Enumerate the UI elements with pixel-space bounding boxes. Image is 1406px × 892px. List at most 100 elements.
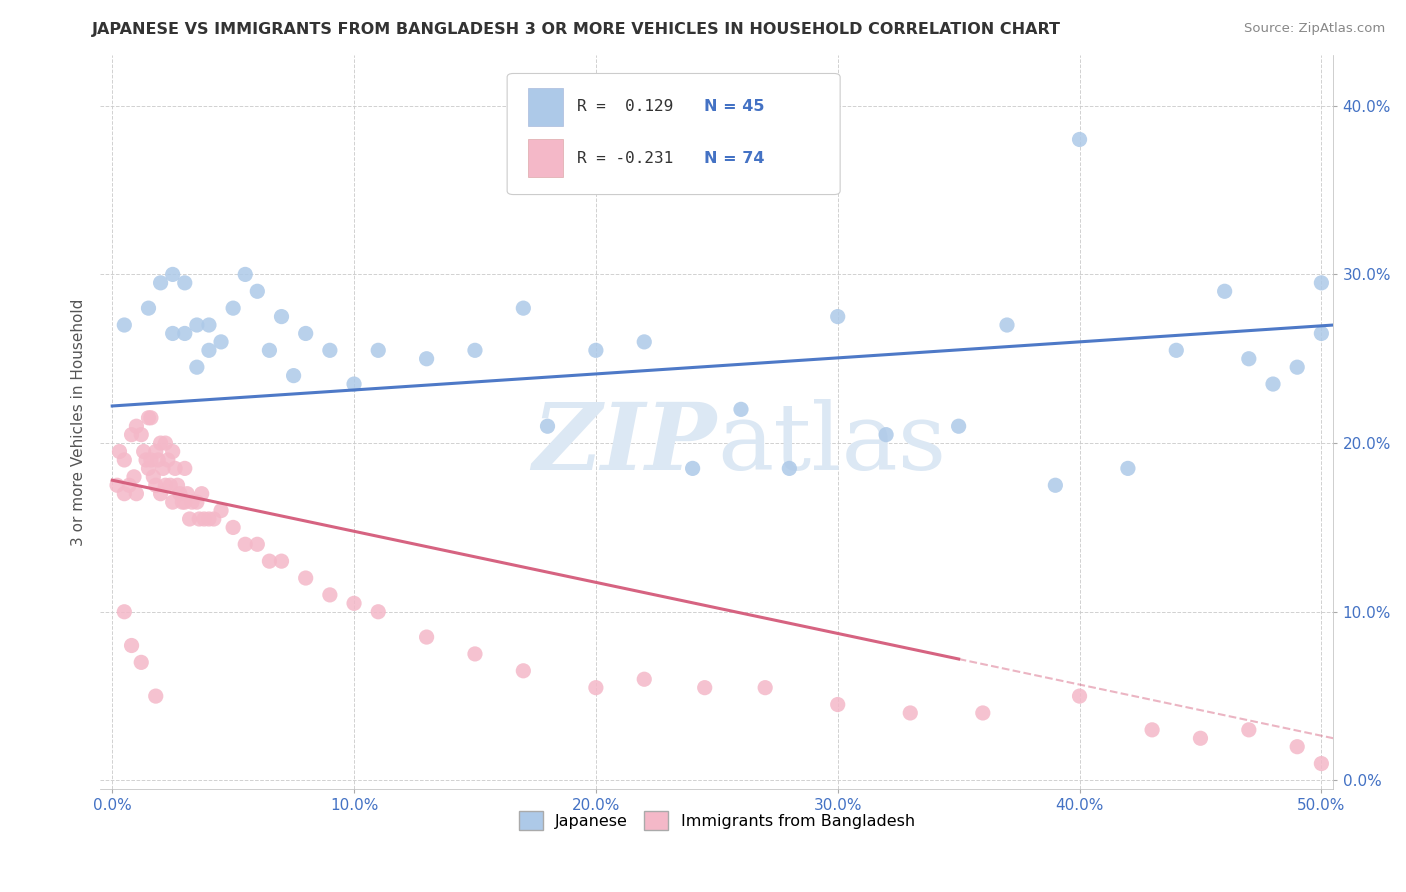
Point bbox=[186, 318, 208, 332]
Point bbox=[1310, 326, 1333, 341]
Point bbox=[149, 276, 172, 290]
Point bbox=[1045, 478, 1067, 492]
Point bbox=[198, 512, 221, 526]
Point bbox=[193, 512, 215, 526]
Point bbox=[778, 461, 800, 475]
Point bbox=[138, 461, 160, 475]
Point bbox=[179, 512, 201, 526]
FancyBboxPatch shape bbox=[529, 88, 562, 126]
Point bbox=[367, 343, 389, 358]
FancyBboxPatch shape bbox=[508, 73, 841, 194]
Point bbox=[198, 318, 221, 332]
Point bbox=[1286, 739, 1309, 754]
Point bbox=[246, 285, 269, 299]
Point bbox=[246, 537, 269, 551]
Point bbox=[1213, 285, 1236, 299]
Text: N = 74: N = 74 bbox=[704, 151, 765, 166]
Point bbox=[827, 310, 849, 324]
Point bbox=[898, 706, 921, 720]
Point bbox=[190, 486, 212, 500]
Legend: Japanese, Immigrants from Bangladesh: Japanese, Immigrants from Bangladesh bbox=[512, 805, 921, 836]
Point bbox=[173, 495, 195, 509]
Point bbox=[108, 444, 131, 458]
Point bbox=[121, 427, 143, 442]
Point bbox=[173, 276, 195, 290]
Point bbox=[259, 343, 281, 358]
Point bbox=[198, 343, 221, 358]
Point bbox=[186, 495, 208, 509]
Point bbox=[972, 706, 994, 720]
Point bbox=[159, 478, 181, 492]
Point bbox=[145, 444, 167, 458]
Text: Source: ZipAtlas.com: Source: ZipAtlas.com bbox=[1244, 22, 1385, 36]
Point bbox=[367, 605, 389, 619]
Point bbox=[1310, 276, 1333, 290]
Point bbox=[166, 478, 188, 492]
Point bbox=[995, 318, 1018, 332]
Point bbox=[536, 419, 558, 434]
Text: ZIP: ZIP bbox=[533, 399, 717, 489]
Point bbox=[121, 639, 143, 653]
Point bbox=[135, 453, 157, 467]
Point bbox=[585, 681, 607, 695]
Point bbox=[155, 436, 177, 450]
Point bbox=[633, 672, 655, 686]
Point bbox=[152, 461, 174, 475]
Point bbox=[149, 486, 172, 500]
Point bbox=[270, 554, 292, 568]
Point bbox=[682, 461, 704, 475]
Point bbox=[464, 647, 486, 661]
Point bbox=[222, 301, 245, 315]
Point bbox=[172, 495, 194, 509]
Point bbox=[294, 571, 316, 585]
Point bbox=[283, 368, 305, 383]
Point bbox=[415, 351, 437, 366]
Point bbox=[176, 486, 198, 500]
Point bbox=[1261, 377, 1284, 392]
Point bbox=[125, 486, 148, 500]
Point bbox=[162, 444, 184, 458]
Point bbox=[188, 512, 211, 526]
Point bbox=[259, 554, 281, 568]
Point bbox=[633, 334, 655, 349]
Point bbox=[149, 436, 172, 450]
Point bbox=[1286, 360, 1309, 375]
Text: R =  0.129: R = 0.129 bbox=[578, 100, 673, 114]
Point bbox=[145, 478, 167, 492]
Point bbox=[1069, 132, 1091, 146]
Point bbox=[125, 419, 148, 434]
Point bbox=[181, 495, 204, 509]
Point bbox=[222, 520, 245, 534]
Point bbox=[233, 268, 256, 282]
Text: N = 45: N = 45 bbox=[704, 100, 765, 114]
Point bbox=[319, 343, 342, 358]
Point bbox=[138, 410, 160, 425]
Point bbox=[122, 470, 145, 484]
Point bbox=[512, 664, 534, 678]
Point bbox=[162, 495, 184, 509]
Point bbox=[1069, 689, 1091, 703]
Point bbox=[162, 268, 184, 282]
Point bbox=[233, 537, 256, 551]
Point bbox=[415, 630, 437, 644]
Point bbox=[173, 326, 195, 341]
Point bbox=[1166, 343, 1188, 358]
Point bbox=[202, 512, 225, 526]
Point bbox=[1140, 723, 1163, 737]
Point bbox=[145, 689, 167, 703]
Point bbox=[1237, 351, 1260, 366]
Text: R = -0.231: R = -0.231 bbox=[578, 151, 673, 166]
Point bbox=[827, 698, 849, 712]
Text: atlas: atlas bbox=[717, 399, 946, 489]
Point bbox=[132, 444, 155, 458]
Point bbox=[142, 470, 165, 484]
Point bbox=[173, 461, 195, 475]
Point bbox=[209, 503, 232, 517]
Point bbox=[162, 326, 184, 341]
Point bbox=[112, 318, 135, 332]
Point bbox=[948, 419, 970, 434]
Point bbox=[585, 343, 607, 358]
Point bbox=[155, 478, 177, 492]
Point bbox=[118, 478, 141, 492]
Y-axis label: 3 or more Vehicles in Household: 3 or more Vehicles in Household bbox=[72, 298, 86, 546]
